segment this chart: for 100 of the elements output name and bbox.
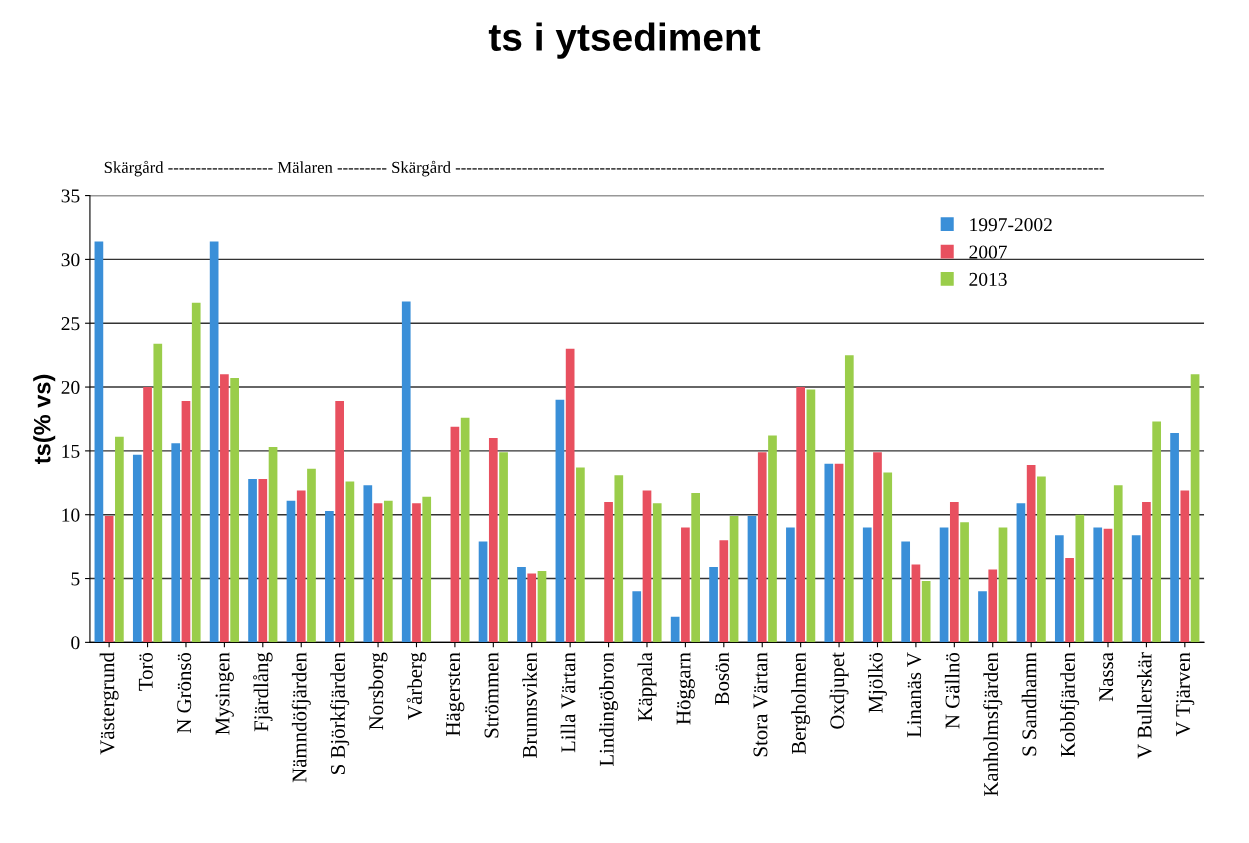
bar xyxy=(911,564,921,643)
bar xyxy=(1152,421,1162,643)
bar xyxy=(383,500,393,643)
x-tick-label: Linanäs V xyxy=(907,652,922,738)
bar xyxy=(1075,514,1085,643)
y-axis-title: ts(% vs) xyxy=(33,374,56,464)
x-tick-label: Käppala xyxy=(637,652,657,721)
bar xyxy=(1113,485,1123,643)
x-tick-label: S Sandhamn xyxy=(1021,652,1037,756)
bar xyxy=(248,478,257,643)
bar xyxy=(834,463,844,643)
y-tick-label: 15 xyxy=(62,444,80,458)
bar xyxy=(94,241,104,643)
bar xyxy=(988,569,998,643)
bar xyxy=(1131,535,1141,643)
bar xyxy=(286,500,296,643)
x-tick-label: Strömmen xyxy=(484,652,499,738)
x-tick-label: Hägersten xyxy=(446,652,465,736)
bar xyxy=(345,481,355,643)
bar xyxy=(786,527,795,643)
bar xyxy=(230,378,239,643)
bar xyxy=(632,591,642,643)
x-tick-label: Mysingen xyxy=(215,652,234,735)
bar xyxy=(960,522,969,643)
x-tick-label: Oxdjupet xyxy=(829,652,849,729)
bar xyxy=(1170,433,1179,643)
bar xyxy=(862,527,872,643)
bar xyxy=(555,399,565,643)
bar xyxy=(747,515,757,643)
x-tick-label: Nassa xyxy=(1099,652,1114,702)
bar xyxy=(1180,490,1190,643)
bar xyxy=(691,493,700,643)
x-tick-label: Bosön xyxy=(715,652,730,705)
x-tick-label: Vårberg xyxy=(406,652,427,720)
bar xyxy=(422,496,432,643)
bar xyxy=(412,503,421,643)
bar xyxy=(824,463,834,643)
bar xyxy=(883,472,893,643)
bar xyxy=(949,501,959,643)
bar xyxy=(978,591,987,643)
y-tick-label: 20 xyxy=(61,380,80,394)
bar xyxy=(1026,464,1036,643)
x-tick-label: Torö xyxy=(138,652,153,691)
bar xyxy=(1103,528,1113,643)
x-tick-label: Brunnsviken xyxy=(522,652,537,758)
bar xyxy=(499,452,508,643)
x-tick-label: Mjölkö xyxy=(868,652,887,713)
bar xyxy=(373,503,383,643)
bar xyxy=(901,541,911,643)
bar xyxy=(258,478,268,643)
bar xyxy=(1016,503,1026,643)
bar xyxy=(115,436,124,643)
x-tick-label: Kanholmsfjärden xyxy=(983,652,1003,797)
bar xyxy=(143,387,152,643)
bar xyxy=(307,468,316,643)
x-tick-label: N Grönsö xyxy=(177,652,192,734)
x-tick-label: Lilla Värtan xyxy=(560,652,576,753)
bar xyxy=(642,490,652,643)
bar xyxy=(806,389,816,643)
bar xyxy=(104,515,114,643)
bar xyxy=(873,452,882,643)
bar xyxy=(527,573,537,643)
bar xyxy=(268,447,278,643)
x-tick-label: V Bullerskär xyxy=(1136,652,1152,759)
bar xyxy=(719,540,729,643)
bar xyxy=(1093,527,1103,643)
bar xyxy=(325,510,334,643)
bar xyxy=(517,567,526,643)
y-tick-label: 30 xyxy=(61,253,80,267)
x-tick-label: Norsborg xyxy=(368,652,388,730)
bar xyxy=(604,501,613,643)
bar xyxy=(652,503,662,643)
bar xyxy=(729,515,739,643)
bar xyxy=(576,467,585,643)
x-tick-label: S Björkfjärden xyxy=(330,652,350,774)
chart-title: ts i ytsediment xyxy=(488,22,761,59)
bar xyxy=(1037,476,1046,643)
bar xyxy=(565,348,575,643)
bar xyxy=(1142,501,1151,643)
bar xyxy=(363,485,373,643)
bar xyxy=(670,616,680,643)
bar xyxy=(921,581,931,643)
bar xyxy=(335,401,344,643)
bar xyxy=(998,527,1008,643)
bar xyxy=(153,343,163,643)
bar xyxy=(209,241,219,643)
bar xyxy=(709,567,718,643)
bar xyxy=(450,426,460,643)
x-tick-label: Lindingöbron xyxy=(599,652,619,767)
y-tick-label: 5 xyxy=(71,572,80,586)
bar xyxy=(796,387,806,643)
bar xyxy=(488,438,498,643)
bar xyxy=(401,301,411,643)
bar xyxy=(171,443,181,643)
legend-label: 1997-2002 xyxy=(970,218,1052,232)
bar xyxy=(757,452,767,643)
bar xyxy=(1065,558,1074,643)
y-tick-label: 25 xyxy=(61,317,80,331)
y-tick-label: 10 xyxy=(62,508,80,522)
x-tick-label: N Gällnö xyxy=(944,652,960,729)
